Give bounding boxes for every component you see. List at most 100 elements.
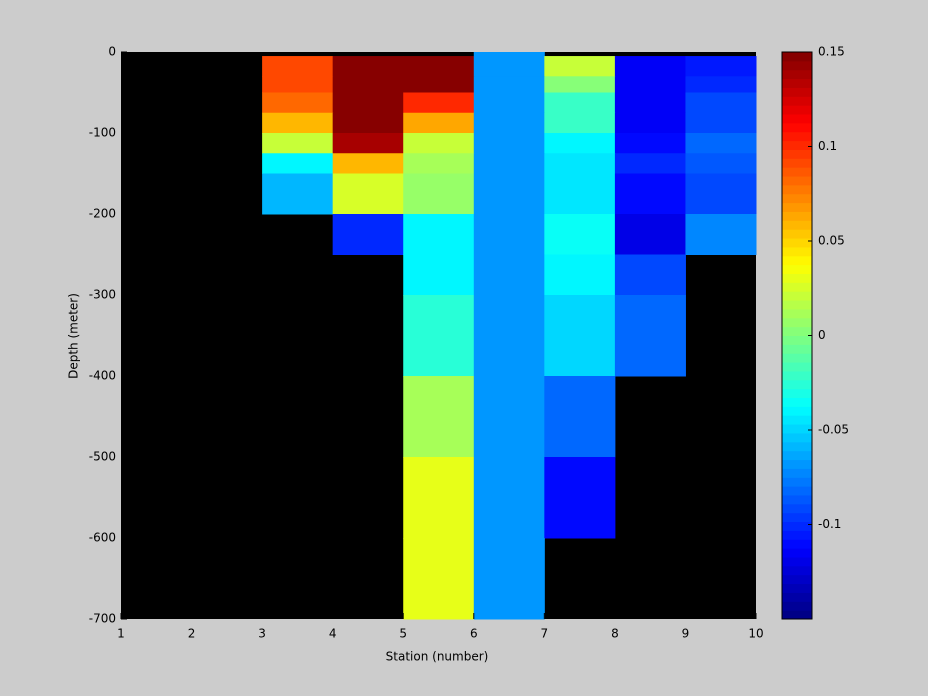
heatmap-cell (544, 133, 616, 154)
heatmap-cell (614, 56, 686, 77)
heatmap-cell (544, 112, 616, 134)
heatmap-cell (614, 153, 686, 174)
heatmap-cell (262, 133, 334, 154)
heatmap-cell (403, 254, 475, 296)
heatmap-cell (685, 76, 757, 93)
y-axis-label: Depth (meter) (67, 293, 81, 379)
heatmap-cell (473, 173, 545, 215)
colorbar-swatch (782, 246, 812, 257)
colorbar-swatch (782, 149, 812, 159)
colorbar-swatch (782, 424, 812, 434)
heatmap-cell (473, 457, 545, 539)
colorbar-swatch (782, 353, 812, 363)
colorbar-tick-label: 0.1 (818, 139, 837, 153)
colorbar-swatch (782, 69, 812, 80)
colorbar-swatch (782, 60, 812, 71)
heatmap-cell (403, 376, 475, 458)
heatmap-cell (332, 133, 404, 154)
heatmap-cell (685, 214, 757, 255)
colorbar-swatch (782, 432, 812, 443)
heatmap-cell (262, 153, 334, 174)
y-tick-label: -300 (89, 288, 116, 302)
colorbar-swatch (782, 565, 812, 576)
colorbar-swatch (782, 273, 812, 283)
heatmap-cell (403, 112, 475, 134)
colorbar-swatch (782, 158, 812, 168)
colorbar-swatch (782, 211, 812, 221)
heatmap-cell (473, 376, 545, 458)
heatmap-cell (614, 76, 686, 93)
colorbar-swatch (782, 494, 812, 505)
heatmap-cell (262, 76, 334, 93)
colorbar-swatch (782, 291, 812, 301)
heatmap-cell (332, 56, 404, 77)
y-tick-label: -600 (89, 531, 116, 545)
x-tick-label: 9 (682, 627, 690, 641)
heatmap-cell (332, 112, 404, 134)
colorbar-swatch (782, 52, 812, 62)
colorbar-swatch (782, 503, 812, 514)
colorbar-swatch (782, 220, 812, 230)
colorbar-swatch (782, 308, 812, 319)
heatmap-cell (473, 254, 545, 296)
colorbar-swatch (782, 556, 812, 567)
colorbar-swatch (782, 122, 812, 133)
x-tick-label: 4 (329, 627, 337, 641)
colorbar-swatch (782, 87, 812, 97)
colorbar-swatch (782, 96, 812, 106)
colorbar-swatch (782, 238, 812, 248)
heatmap-cell (262, 112, 334, 134)
colorbar-swatch (782, 326, 812, 336)
y-tick-label: -500 (89, 450, 116, 464)
colorbar-swatch (782, 548, 812, 558)
heatmap-cell (473, 92, 545, 114)
y-tick-label: -400 (89, 369, 116, 383)
colorbar-swatch (782, 255, 812, 266)
heatmap-cell (544, 376, 616, 458)
x-tick-label: 2 (188, 627, 196, 641)
heatmap-cell (262, 173, 334, 215)
colorbar-tick-label: -0.05 (818, 423, 849, 437)
heatmap-cell (614, 92, 686, 114)
heatmap-cell (332, 173, 404, 215)
x-tick-label: 10 (748, 627, 763, 641)
heatmap-cell (614, 214, 686, 255)
heatmap-cell (614, 254, 686, 296)
heatmap-cell (262, 56, 334, 77)
colorbar-swatch (782, 300, 812, 310)
colorbar-swatch (782, 610, 812, 620)
colorbar-swatch (782, 601, 812, 611)
colorbar-swatch (782, 539, 812, 549)
x-tick-label: 7 (541, 627, 549, 641)
colorbar-swatch (782, 477, 812, 487)
colorbar-swatch (782, 379, 812, 390)
colorbar-swatch (782, 512, 812, 523)
heatmap-cell (473, 76, 545, 93)
heatmap-cell (473, 214, 545, 255)
heatmap-cell (614, 295, 686, 377)
colorbar-swatch (782, 362, 812, 372)
heatmap-cell (473, 295, 545, 377)
heatmap-cell (473, 538, 545, 620)
colorbar-swatch (782, 264, 812, 274)
heatmap-cell (544, 457, 616, 539)
colorbar-swatch (782, 441, 812, 452)
heatmap-cell (685, 153, 757, 174)
heatmap-cell (403, 173, 475, 215)
colorbar-swatch (782, 388, 812, 399)
heatmap-cell (473, 112, 545, 134)
colorbar-swatch (782, 574, 812, 585)
heatmap-cell (403, 538, 475, 620)
colorbar-swatch (782, 131, 812, 142)
heatmap-cell (403, 214, 475, 255)
heatmap-cell (332, 153, 404, 174)
heatmap-cell (403, 133, 475, 154)
colorbar-swatch (782, 415, 812, 425)
colorbar-swatch (782, 335, 812, 345)
heatmap-cell (685, 112, 757, 134)
heatmap-cell (544, 76, 616, 93)
colorbar-swatch (782, 78, 812, 88)
colorbar-tick-label: 0.15 (818, 45, 845, 59)
heatmap-cell (473, 52, 545, 57)
colorbar-swatch (782, 370, 812, 381)
